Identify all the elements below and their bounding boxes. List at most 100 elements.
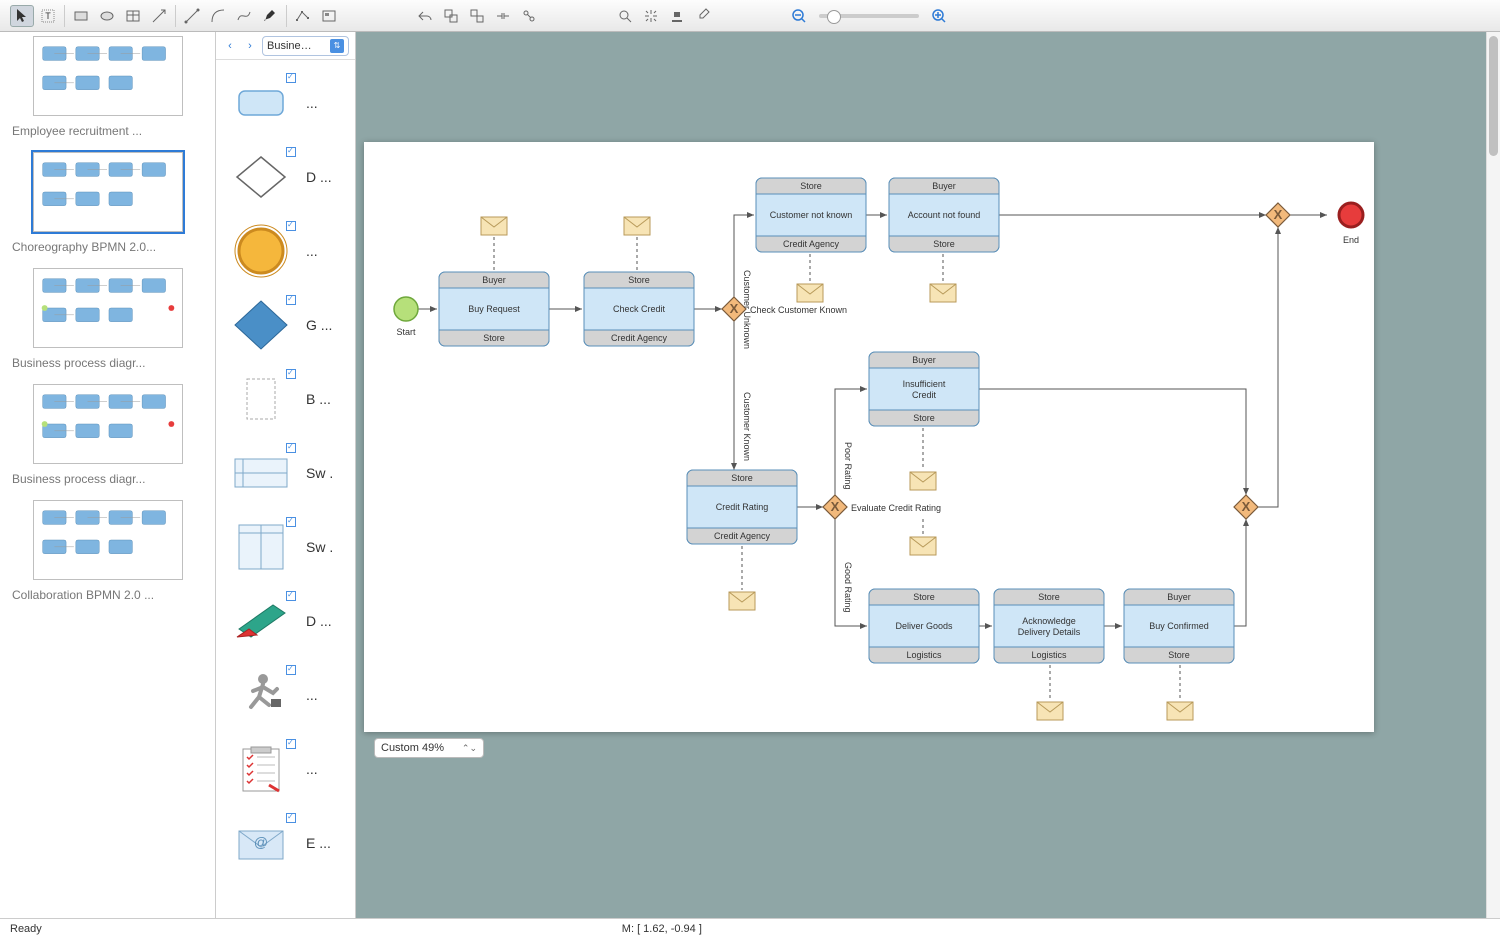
svg-text:Credit Rating: Credit Rating: [716, 502, 769, 512]
pan-tool[interactable]: [639, 5, 663, 27]
svg-text:Store: Store: [913, 592, 935, 602]
svg-text:Delivery Details: Delivery Details: [1018, 627, 1081, 637]
palette-shape-envelope[interactable]: @ E ...: [216, 806, 355, 880]
shape-check-icon: [286, 813, 296, 823]
svg-text:Credit Agency: Credit Agency: [611, 333, 668, 343]
palette-shape-notebook[interactable]: D ...: [216, 584, 355, 658]
svg-text:T: T: [45, 11, 51, 21]
svg-text:Poor Rating: Poor Rating: [843, 442, 853, 490]
svg-text:Buyer: Buyer: [912, 355, 936, 365]
page-thumb-3[interactable]: Business process diagr...: [8, 384, 207, 486]
ellipse-tool[interactable]: [95, 5, 119, 27]
svg-text:X: X: [730, 301, 739, 316]
stamp-tool[interactable]: [665, 5, 689, 27]
palette-shape-dashed-rect[interactable]: B ...: [216, 362, 355, 436]
main-toolbar: T: [0, 0, 1500, 32]
svg-text:Account not found: Account not found: [908, 210, 981, 220]
page-thumb-2[interactable]: Business process diagr...: [8, 268, 207, 370]
zoom-group: [781, 5, 957, 27]
shape-check-icon: [286, 665, 296, 675]
palette-shape-label: Sw .: [306, 539, 333, 555]
svg-text:Credit: Credit: [912, 390, 937, 400]
status-coords: M: [ 1.62, -0.94 ]: [622, 923, 702, 935]
shape-check-icon: [286, 369, 296, 379]
arc-tool[interactable]: [206, 5, 230, 27]
pages-sidebar: Employee recruitment ... Choreography BPM…: [0, 32, 216, 918]
svg-text:Store: Store: [933, 239, 955, 249]
svg-text:Buy Request: Buy Request: [468, 304, 520, 314]
palette-body: ... D ...... G ...B ... Sw . Sw . D .........…: [216, 60, 355, 918]
palette-forward-button[interactable]: ›: [242, 38, 258, 54]
canvas-workspace[interactable]: StartEndXCheck Customer KnownXEvaluate C…: [356, 32, 1500, 918]
table-tool[interactable]: [121, 5, 145, 27]
shape-check-icon: [286, 147, 296, 157]
svg-text:Insufficient: Insufficient: [903, 379, 946, 389]
status-bar: Ready M: [ 1.62, -0.94 ]: [0, 918, 1500, 938]
shape-check-icon: [286, 221, 296, 231]
pointer-tool[interactable]: [10, 5, 34, 27]
page-thumb-0[interactable]: Employee recruitment ...: [8, 36, 207, 138]
palette-shape-checklist[interactable]: ...: [216, 732, 355, 806]
svg-text:X: X: [1242, 499, 1251, 514]
palette-shape-label: E ...: [306, 835, 331, 851]
svg-text:Logistics: Logistics: [906, 650, 942, 660]
palette-shape-diamond[interactable]: D ...: [216, 140, 355, 214]
auto-tool[interactable]: [517, 5, 541, 27]
palette-header: ‹ › Busine… ⇅: [216, 32, 355, 60]
zoom-out-button[interactable]: [787, 5, 811, 27]
line-tool[interactable]: [180, 5, 204, 27]
eyedropper-tool[interactable]: [691, 5, 715, 27]
svg-text:X: X: [831, 499, 840, 514]
svg-text:Buy Confirmed: Buy Confirmed: [1149, 621, 1209, 631]
palette-shape-label: ...: [306, 95, 318, 111]
page-thumb-label: Business process diagr...: [8, 356, 207, 370]
undo-tool[interactable]: [413, 5, 437, 27]
svg-text:Buyer: Buyer: [932, 181, 956, 191]
palette-shape-label: ...: [306, 687, 318, 703]
shape-check-icon: [286, 295, 296, 305]
page-thumb-label: Employee recruitment ...: [8, 124, 207, 138]
svg-text:Store: Store: [1038, 592, 1060, 602]
palette-shape-swimlane-h[interactable]: Sw .: [216, 436, 355, 510]
palette-shape-circle[interactable]: ...: [216, 214, 355, 288]
svg-text:Evaluate Credit Rating: Evaluate Credit Rating: [851, 503, 941, 513]
palette-back-button[interactable]: ‹: [222, 38, 238, 54]
svg-text:Acknowledge: Acknowledge: [1022, 616, 1076, 626]
diagram-canvas[interactable]: StartEndXCheck Customer KnownXEvaluate C…: [364, 142, 1374, 732]
svg-text:Check Customer Known: Check Customer Known: [750, 305, 847, 315]
shape-check-icon: [286, 73, 296, 83]
palette-shape-rounded-rect[interactable]: ...: [216, 66, 355, 140]
library-tool[interactable]: [317, 5, 341, 27]
palette-shape-swimlane-v[interactable]: Sw .: [216, 510, 355, 584]
pen-tool[interactable]: [258, 5, 282, 27]
group-tool[interactable]: [439, 5, 463, 27]
edit-points-tool[interactable]: [291, 5, 315, 27]
rectangle-tool[interactable]: [69, 5, 93, 27]
break-tool[interactable]: [491, 5, 515, 27]
svg-text:Deliver Goods: Deliver Goods: [895, 621, 953, 631]
status-ready: Ready: [10, 923, 42, 935]
svg-text:@: @: [254, 834, 268, 850]
connector-tool[interactable]: [147, 5, 171, 27]
palette-shape-label: D ...: [306, 613, 332, 629]
svg-text:Logistics: Logistics: [1031, 650, 1067, 660]
ungroup-tool[interactable]: [465, 5, 489, 27]
palette-shape-label: D ...: [306, 169, 332, 185]
page-thumb-4[interactable]: Collaboration BPMN 2.0 ...: [8, 500, 207, 602]
vertical-scrollbar[interactable]: [1486, 32, 1500, 918]
dropdown-caret-icon: ⇅: [330, 39, 344, 53]
svg-text:Store: Store: [628, 275, 650, 285]
palette-shape-diamond-solid[interactable]: G ...: [216, 288, 355, 362]
palette-shape-runner[interactable]: ...: [216, 658, 355, 732]
text-tool[interactable]: T: [36, 5, 60, 27]
zoom-slider[interactable]: [819, 14, 919, 18]
curve-tool[interactable]: [232, 5, 256, 27]
palette-dropdown[interactable]: Busine… ⇅: [262, 36, 349, 56]
zoom-in-button[interactable]: [927, 5, 951, 27]
svg-text:Store: Store: [913, 413, 935, 423]
palette-shape-label: ...: [306, 243, 318, 259]
zoom-level-select[interactable]: Custom 49% ⌃⌄: [374, 738, 484, 758]
zoom-tool[interactable]: [613, 5, 637, 27]
palette-shape-label: Sw .: [306, 465, 333, 481]
page-thumb-1[interactable]: Choreography BPMN 2.0...: [8, 152, 207, 254]
